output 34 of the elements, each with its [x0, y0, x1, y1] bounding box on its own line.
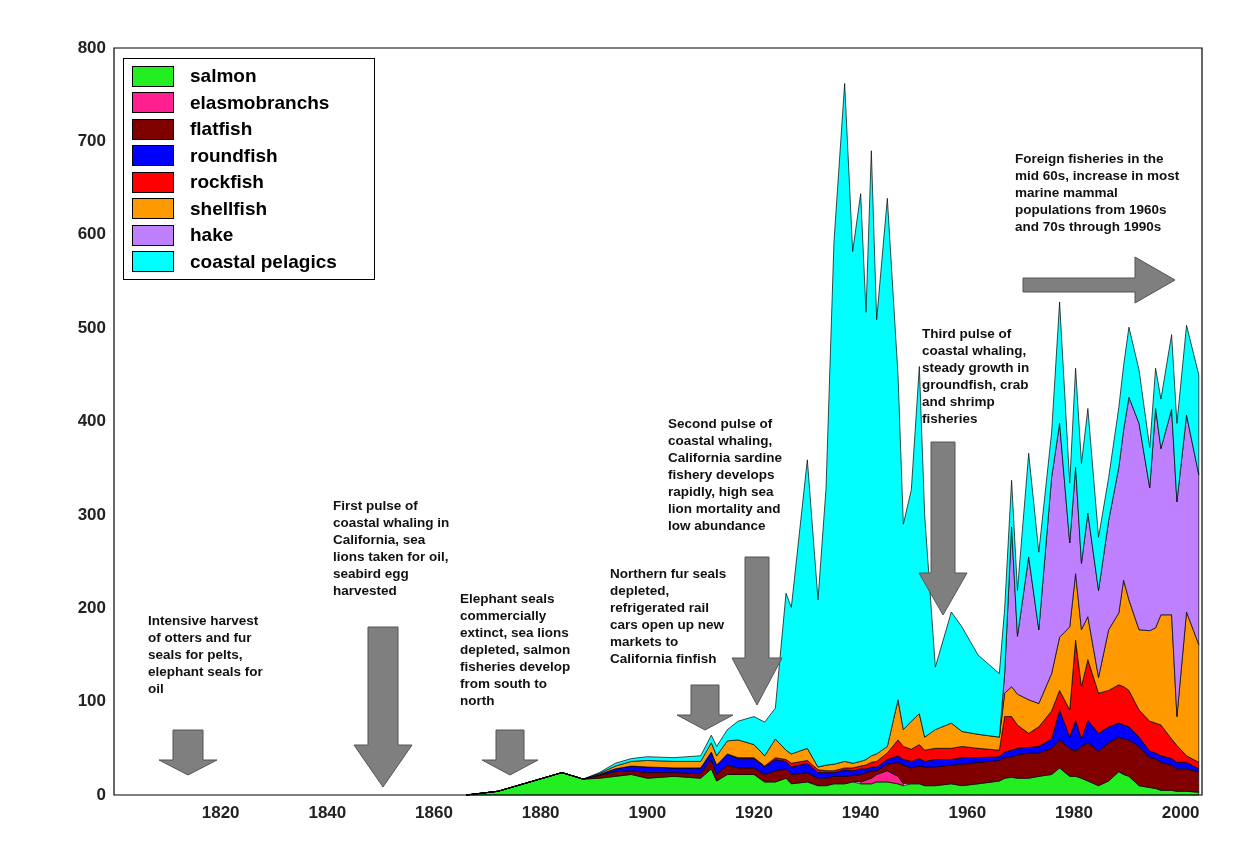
x-tick-label: 1940	[841, 802, 880, 822]
y-tick-label: 600	[77, 224, 106, 244]
annotation: Second pulse of coastal whaling, California sardine fishery develops rapidly, high sea lion mortality and low abundance	[668, 415, 784, 534]
x-tick-label: 1880	[521, 802, 560, 822]
y-tick-label: 700	[77, 131, 106, 151]
annotation: First pulse of coastal whaling in California, sea lions taken for oil, seabird egg harvested	[333, 497, 451, 599]
legend-label: salmon	[190, 65, 257, 88]
annotation: Elephant seals commercially extinct, sea lions depleted, salmon fisheries develop from south to north	[460, 590, 572, 709]
y-tick-label: 500	[77, 317, 106, 337]
x-tick-label: 1860	[415, 802, 453, 822]
x-tick-label: 1900	[628, 802, 667, 822]
y-tick-label: 800	[77, 37, 106, 57]
x-tick-label: 1960	[948, 802, 987, 822]
legend-label: hake	[190, 224, 234, 247]
legend-label: shellfish	[190, 197, 268, 220]
x-tick-label: 1980	[1055, 802, 1093, 822]
x-tick-label: 1840	[308, 802, 347, 822]
x-tick-label: 2000	[1161, 802, 1200, 822]
legend-label: roundfish	[190, 144, 278, 167]
x-tick-label: 1920	[735, 802, 773, 822]
annotation: Third pulse of coastal whaling, steady growth in groundfish, crab and shrimp fisheries	[922, 325, 1031, 427]
y-tick-label: 400	[77, 411, 106, 431]
legend-label: flatfish	[190, 118, 253, 141]
annotation: Foreign fisheries in the mid 60s, increase in most marine mammal populations from 1960s and 70s through 1990s	[1015, 150, 1181, 235]
x-tick-label: 1820	[201, 802, 240, 822]
legend-label: rockfish	[190, 171, 264, 194]
annotation: Northern fur seals depleted, refrigerated rail cars open up new markets to California finfish	[610, 565, 728, 667]
y-tick-label: 0	[96, 784, 106, 804]
y-tick-label: 300	[77, 504, 106, 524]
y-tick-label: 100	[77, 691, 106, 711]
y-tick-label: 200	[77, 597, 106, 617]
legend-label: elasmobranchs	[190, 91, 330, 114]
legend-label: coastal pelagics	[190, 250, 337, 273]
annotation: Intensive harvest of otters and fur seals for pelts, elephant seals for oil	[148, 612, 264, 697]
